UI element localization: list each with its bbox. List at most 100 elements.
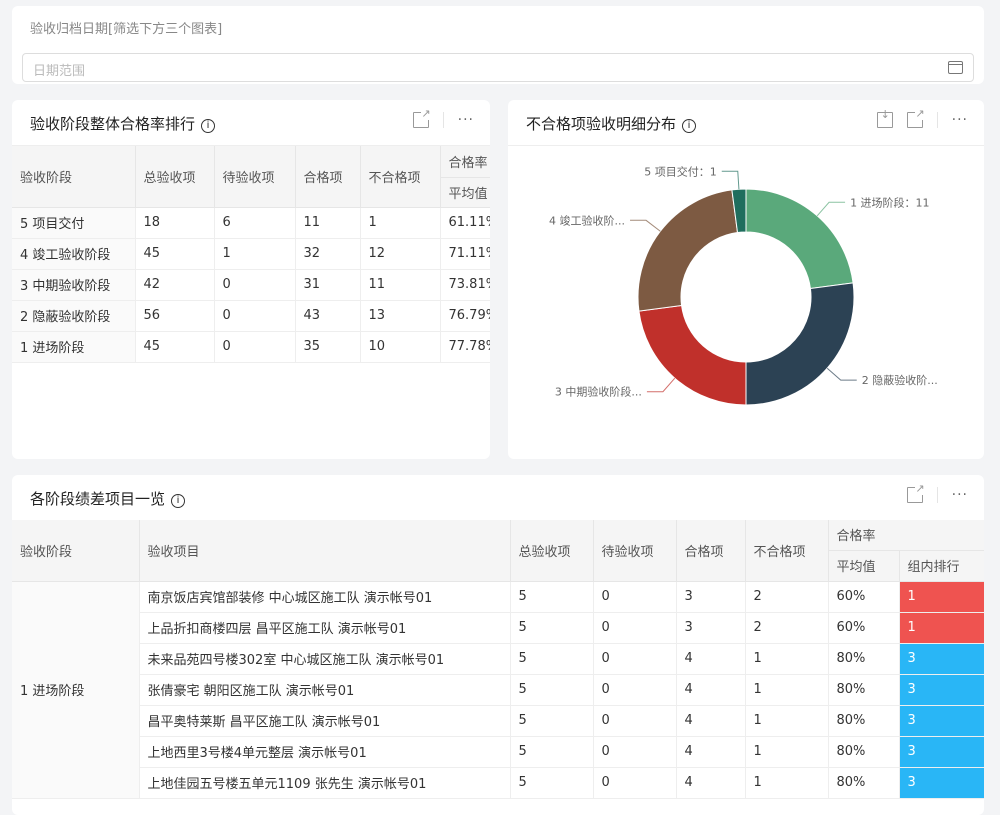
more-icon[interactable]: ···: [457, 112, 474, 128]
table-cell: 5: [510, 767, 594, 799]
table-row[interactable]: 上地佳园五号楼五单元1109 张先生 演示帐号01 5 0 4 1 80% 3: [12, 767, 984, 799]
col-total: 总验收项: [135, 146, 215, 208]
table-cell: 32: [295, 238, 361, 270]
table-cell: 4: [676, 674, 746, 706]
donut-slice[interactable]: [731, 188, 747, 234]
table-cell: 1: [745, 767, 829, 799]
table-cell: 3: [676, 612, 746, 644]
table-cell: 4: [676, 705, 746, 737]
table-cell: 5: [510, 643, 594, 675]
table-cell: 3: [676, 581, 746, 613]
col-fail: 不合格项: [745, 520, 829, 582]
table-cell: 1: [745, 643, 829, 675]
table-cell: 3 中期验收阶段: [12, 269, 136, 301]
table-cell: 45: [135, 238, 215, 270]
table-cell: 上品折扣商楼四层 昌平区施工队 演示帐号01: [139, 612, 511, 644]
expand-icon[interactable]: [906, 482, 925, 503]
info-icon[interactable]: i: [201, 119, 216, 133]
group-rank-badge: 1: [899, 612, 984, 644]
group-rank-badge: 3: [899, 674, 984, 706]
table-cell: 77.78%: [440, 331, 490, 363]
table-cell: 71.11%: [440, 238, 490, 270]
label-line: [826, 367, 857, 381]
col-stage: 验收阶段: [12, 146, 136, 208]
table-cell: 80%: [828, 674, 900, 706]
table-cell: 73.81%: [440, 269, 490, 301]
table-cell: 35: [295, 331, 361, 363]
table-cell: 80%: [828, 767, 900, 799]
expand-icon[interactable]: [412, 107, 431, 128]
table-cell: 5: [510, 581, 594, 613]
donut-slice[interactable]: [745, 188, 854, 290]
info-icon[interactable]: i: [171, 494, 186, 508]
table-cell: 12: [360, 238, 441, 270]
table-cell: 1: [360, 207, 441, 239]
table-cell: 0: [593, 705, 677, 737]
label-line: [816, 201, 846, 217]
table-cell: 0: [214, 300, 296, 332]
group-rank-badge: 1: [899, 581, 984, 613]
table-cell: 45: [135, 331, 215, 363]
slice-label: 1 进场阶段：11: [850, 195, 930, 209]
filter-label: 验收归档日期[筛选下方三个图表]: [30, 22, 223, 37]
table-cell: 11: [295, 207, 361, 239]
table-cell: 0: [593, 736, 677, 768]
table-row[interactable]: 张倩豪宅 朝阳区施工队 演示帐号01 5 0 4 1 80% 3: [12, 674, 984, 706]
table-cell: 0: [593, 674, 677, 706]
date-filter-card: 验收归档日期[筛选下方三个图表] 日期范围: [12, 6, 984, 84]
donut-slice[interactable]: [745, 282, 855, 406]
col-stage: 验收阶段: [12, 520, 140, 582]
slice-label: 5 项目交付：1: [644, 164, 717, 178]
download-icon[interactable]: [876, 108, 893, 128]
table-cell: 5: [510, 612, 594, 644]
more-icon[interactable]: ···: [951, 487, 968, 503]
donut-slice[interactable]: [637, 189, 739, 312]
donut-slice[interactable]: [638, 304, 747, 406]
table-row[interactable]: 未来品苑四号楼302室 中心城区施工队 演示帐号01 5 0 4 1 80% 3: [12, 643, 984, 675]
table-cell: 5 项目交付: [12, 207, 136, 239]
slice-label: 4 竣工验收阶...: [549, 213, 625, 227]
table-cell: 43: [295, 300, 361, 332]
card-title: 各阶段绩差项目一览 i: [30, 488, 186, 509]
table-cell: 0: [593, 643, 677, 675]
col-pending: 待验收项: [214, 146, 296, 208]
table-cell: 昌平奥特莱斯 昌平区施工队 演示帐号01: [139, 705, 511, 737]
slice-label: 3 中期验收阶段...: [555, 385, 642, 399]
label-line: [646, 377, 676, 393]
more-icon[interactable]: ···: [951, 112, 968, 128]
date-range-input[interactable]: 日期范围: [22, 53, 974, 82]
table-row[interactable]: 昌平奥特莱斯 昌平区施工队 演示帐号01 5 0 4 1 80% 3: [12, 705, 984, 737]
expand-icon[interactable]: [906, 107, 925, 128]
calendar-icon[interactable]: [948, 61, 963, 74]
table-cell: 1 进场阶段: [12, 331, 136, 363]
table-cell: 上地佳园五号楼五单元1109 张先生 演示帐号01: [139, 767, 511, 799]
table-cell: 60%: [828, 581, 900, 613]
stage-rank-table: 验收阶段 总验收项 待验收项 合格项 不合格项 合格率 平均值 5 项目交付 18 6 11 1 6…: [12, 146, 490, 363]
table-cell: 0: [593, 612, 677, 644]
table-cell: 61.11%: [440, 207, 490, 239]
label-line: [630, 219, 661, 232]
table-cell: 4 竣工验收阶段: [12, 238, 136, 270]
table-row[interactable]: 上品折扣商楼四层 昌平区施工队 演示帐号01 5 0 3 2 60% 1: [12, 612, 984, 644]
label-line: [721, 170, 740, 190]
table-cell: 2: [745, 612, 829, 644]
card-title: 验收阶段整体合格率排行 i: [30, 113, 216, 134]
table-cell: 60%: [828, 612, 900, 644]
table-cell: 80%: [828, 736, 900, 768]
table-cell: 0: [214, 269, 296, 301]
table-cell: 上地西里3号楼4单元整层 演示帐号01: [139, 736, 511, 768]
table-row[interactable]: 1 进场阶段 南京饭店宾馆部装修 中心城区施工队 演示帐号01 5 0 3 2 60% 1: [12, 581, 984, 799]
table-cell: 80%: [828, 705, 900, 737]
col-total: 总验收项: [510, 520, 594, 582]
info-icon[interactable]: i: [682, 119, 697, 133]
table-cell: 5: [510, 705, 594, 737]
group-rank-badge: 3: [899, 643, 984, 675]
table-row[interactable]: 上地西里3号楼4单元整层 演示帐号01 5 0 4 1 80% 3: [12, 736, 984, 768]
